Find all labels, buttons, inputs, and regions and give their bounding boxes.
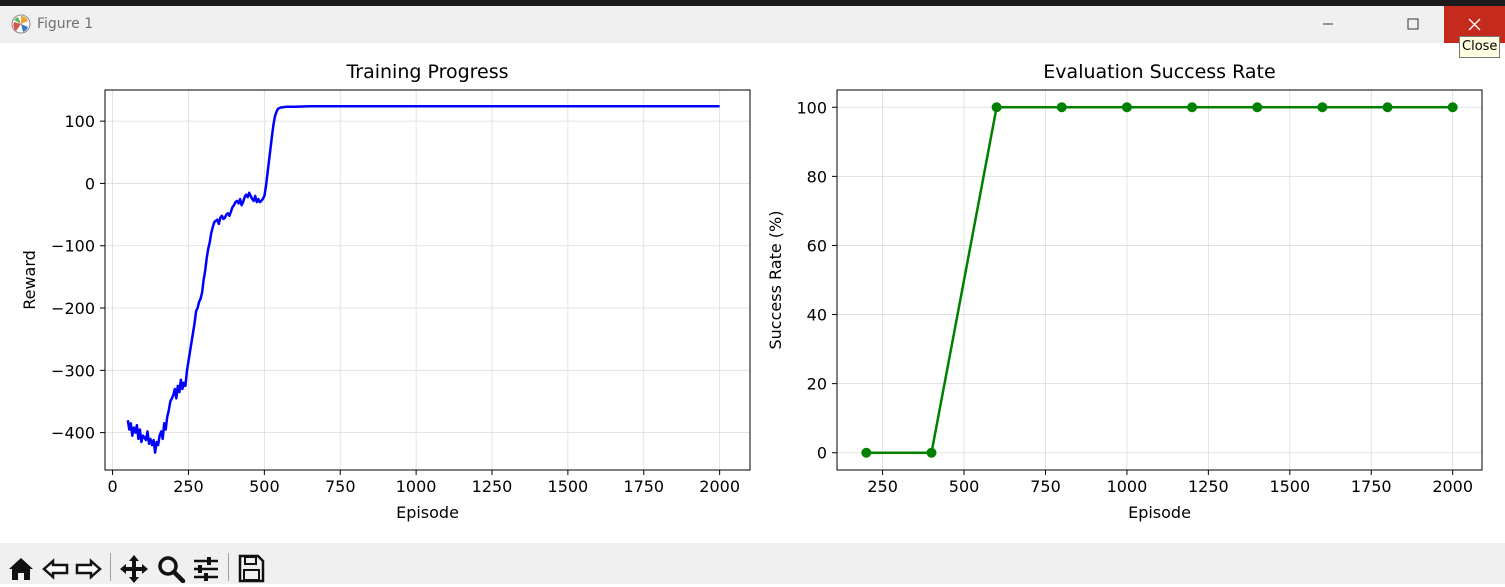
x-tick-label: 1500 (1269, 477, 1310, 496)
y-tick-label: 80 (807, 167, 827, 186)
y-tick-label: 20 (807, 375, 827, 394)
y-tick-label: 100 (796, 98, 827, 117)
chart-title: Training Progress (345, 61, 508, 83)
forward-icon (75, 558, 102, 580)
x-axis-label: Episode (1128, 503, 1191, 522)
minimize-icon (1323, 23, 1333, 25)
x-tick-label: 2000 (1432, 477, 1473, 496)
x-tick-label: 500 (949, 477, 980, 496)
window-title: Figure 1 (37, 16, 94, 32)
matplotlib-logo-icon (11, 14, 31, 34)
y-tick-label: −200 (51, 299, 95, 318)
subplot-1: 0 250 500 750 1000 1250 1500 1750 2000−400−300−2… (20, 61, 751, 522)
axes-frame (836, 89, 1483, 471)
x-tick-label: 250 (173, 477, 204, 496)
x-tick-label: 750 (1030, 477, 1061, 496)
x-axis-label: Episode (396, 503, 459, 522)
data-point (1447, 102, 1458, 113)
data-point (1317, 102, 1328, 113)
minimize-button[interactable] (1298, 6, 1358, 43)
x-tick-label: 0 (107, 477, 117, 496)
y-tick-label: −400 (51, 424, 95, 443)
series-line (866, 106, 1453, 454)
back-button[interactable] (40, 553, 72, 583)
pan-icon (120, 555, 148, 583)
x-tick-label: 1750 (1351, 477, 1392, 496)
x-tick-label: 1750 (623, 477, 664, 496)
data-point (1121, 102, 1132, 113)
toolbar-separator (228, 553, 229, 581)
forward-button[interactable] (72, 553, 104, 583)
back-icon (42, 558, 69, 580)
axes-frame (104, 89, 751, 471)
y-tick-label: 40 (807, 306, 827, 325)
data-point (1056, 102, 1067, 113)
home-icon (9, 558, 33, 580)
x-tick-label: 2000 (699, 477, 740, 496)
close-icon (1468, 18, 1481, 31)
y-tick-label: −300 (51, 361, 95, 380)
save-icon (238, 554, 265, 583)
x-tick-label: 1500 (548, 477, 589, 496)
data-point (1187, 102, 1198, 113)
figure-canvas[interactable]: 0 250 500 750 1000 1250 1500 1750 2000−400−300−2… (0, 43, 1505, 543)
y-tick-label: 0 (85, 174, 95, 193)
x-tick-label: 500 (249, 477, 280, 496)
pan-button[interactable] (118, 553, 150, 583)
data-point (926, 447, 937, 458)
x-tick-label: 1250 (1188, 477, 1229, 496)
subplot-2: 250 500 750 1000 1250 1500 1750 2000 0 20 40 60 80 10… (766, 61, 1483, 522)
y-axis-label: Reward (20, 250, 39, 310)
window-titlebar: Figure 1 (0, 0, 1505, 43)
save-button[interactable] (235, 553, 267, 583)
x-tick-label: 1250 (472, 477, 513, 496)
y-axis-label: Success Rate (%) (766, 211, 785, 350)
data-point (861, 447, 872, 458)
y-tick-label: −100 (51, 237, 95, 256)
x-tick-label: 1000 (396, 477, 437, 496)
maximize-button[interactable] (1383, 6, 1443, 43)
configure-subplots-button[interactable] (190, 553, 222, 583)
toolbar-separator (110, 553, 111, 581)
x-tick-label: 1000 (1107, 477, 1148, 496)
navigation-toolbar (0, 543, 1505, 584)
series-line (126, 104, 720, 454)
x-tick-label: 250 (867, 477, 898, 496)
configure-subplots-icon (194, 557, 218, 581)
y-tick-label: 100 (64, 112, 95, 131)
zoom-icon (158, 556, 186, 584)
data-point (1382, 102, 1393, 113)
close-tooltip: Close (1459, 36, 1501, 58)
y-tick-label: 0 (817, 444, 827, 463)
y-tick-label: 60 (807, 236, 827, 255)
data-point (991, 102, 1002, 113)
maximize-icon (1407, 18, 1419, 30)
data-point (1252, 102, 1263, 113)
home-button[interactable] (5, 553, 37, 583)
x-tick-label: 750 (325, 477, 356, 496)
zoom-button[interactable] (155, 553, 187, 584)
chart-title: Evaluation Success Rate (1043, 61, 1275, 83)
